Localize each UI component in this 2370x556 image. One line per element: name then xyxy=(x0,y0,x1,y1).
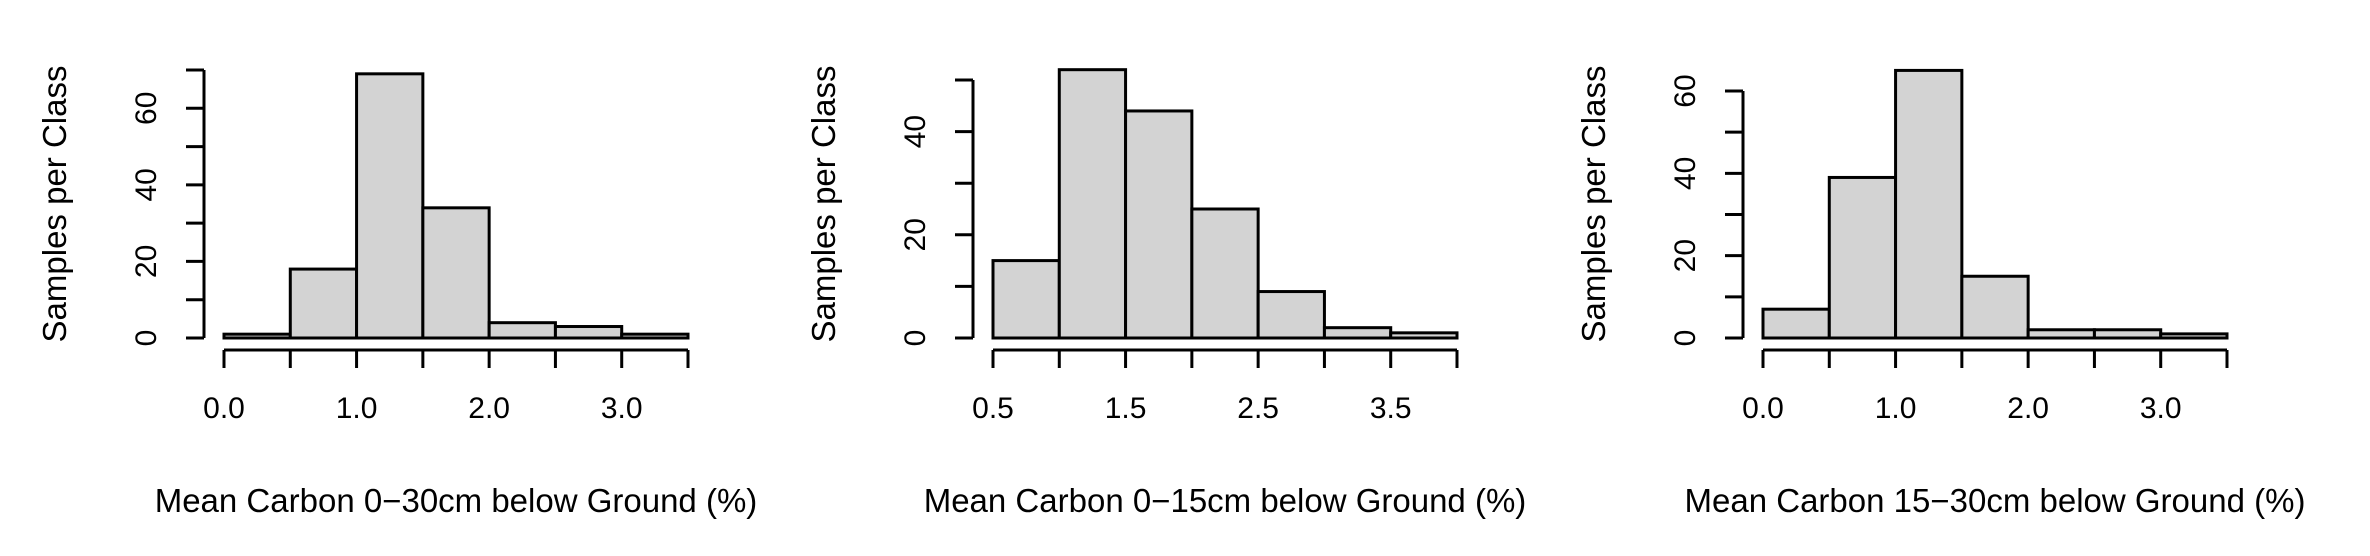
x-axis-title: Mean Carbon 15−30cm below Ground (%) xyxy=(1685,482,2306,519)
histogram-bar xyxy=(355,72,425,340)
y-tick-label: 0 xyxy=(899,330,932,347)
y-tick-label: 40 xyxy=(130,168,163,201)
histogram-bar xyxy=(2026,328,2096,340)
x-tick-label: 0.5 xyxy=(972,392,1014,425)
y-tick-label: 20 xyxy=(899,218,932,251)
histogram-bar xyxy=(1761,307,1831,340)
x-tick-label: 1.0 xyxy=(1875,392,1917,425)
x-tick-label: 0.0 xyxy=(203,392,245,425)
histogram-panel-0-30cm: 0.0 1.0 2.0 3.0 0 20 40 60 Mean Carbon 0−30cm be… xyxy=(36,66,757,519)
histogram-panel-0-15cm: 0.5 1.5 2.5 3.5 0 20 40 Mean Carbon 0−15cm belo… xyxy=(805,66,1526,519)
histogram-bar xyxy=(1322,326,1393,340)
histogram-bar xyxy=(1389,331,1459,340)
x-tick-label: 3.0 xyxy=(601,392,643,425)
histogram-bar xyxy=(1894,68,1964,340)
y-tick-label: 20 xyxy=(130,245,163,278)
y-axis-title: Samples per Class xyxy=(805,66,842,343)
histogram-bar xyxy=(1124,109,1194,340)
histogram-bar xyxy=(421,206,491,340)
histogram-bar xyxy=(1827,175,1898,340)
x-tick-label: 2.0 xyxy=(468,392,510,425)
x-tick-label: 3.5 xyxy=(1370,392,1412,425)
y-tick-label: 60 xyxy=(130,92,163,125)
histogram-bar xyxy=(553,325,624,340)
histogram-bar xyxy=(1256,290,1326,340)
y-tick-label: 0 xyxy=(1669,330,1702,347)
histogram-panel-15-30cm: 0.0 1.0 2.0 3.0 0 20 40 60 Mean Carbon 15−30cm b… xyxy=(1575,66,2305,519)
histogram-bar xyxy=(1960,274,2030,340)
histogram-bar xyxy=(288,267,359,340)
x-tick-label: 1.0 xyxy=(336,392,378,425)
y-tick-label: 0 xyxy=(130,330,163,347)
histogram-bar xyxy=(2159,332,2229,340)
x-tick-label: 3.0 xyxy=(2140,392,2182,425)
y-axis-title: Samples per Class xyxy=(36,66,73,343)
y-tick-label: 60 xyxy=(1669,74,1702,107)
x-tick-label: 2.5 xyxy=(1237,392,1279,425)
y-tick-label: 40 xyxy=(1669,157,1702,190)
histogram-bar xyxy=(222,332,292,340)
x-tick-label: 1.5 xyxy=(1105,392,1147,425)
histogram-bar xyxy=(620,332,690,340)
y-tick-label: 40 xyxy=(899,115,932,148)
x-tick-label: 2.0 xyxy=(2007,392,2049,425)
histogram-bar xyxy=(1190,207,1260,340)
y-axis-title: Samples per Class xyxy=(1575,66,1612,343)
histogram-bar xyxy=(2092,328,2163,340)
histogram-bar xyxy=(991,259,1061,340)
x-axis-title: Mean Carbon 0−30cm below Ground (%) xyxy=(155,482,758,519)
y-tick-label: 20 xyxy=(1669,239,1702,272)
histogram-bar xyxy=(1057,68,1128,340)
x-tick-label: 0.0 xyxy=(1742,392,1784,425)
histogram-bar xyxy=(487,321,557,340)
x-axis-title: Mean Carbon 0−15cm below Ground (%) xyxy=(924,482,1527,519)
